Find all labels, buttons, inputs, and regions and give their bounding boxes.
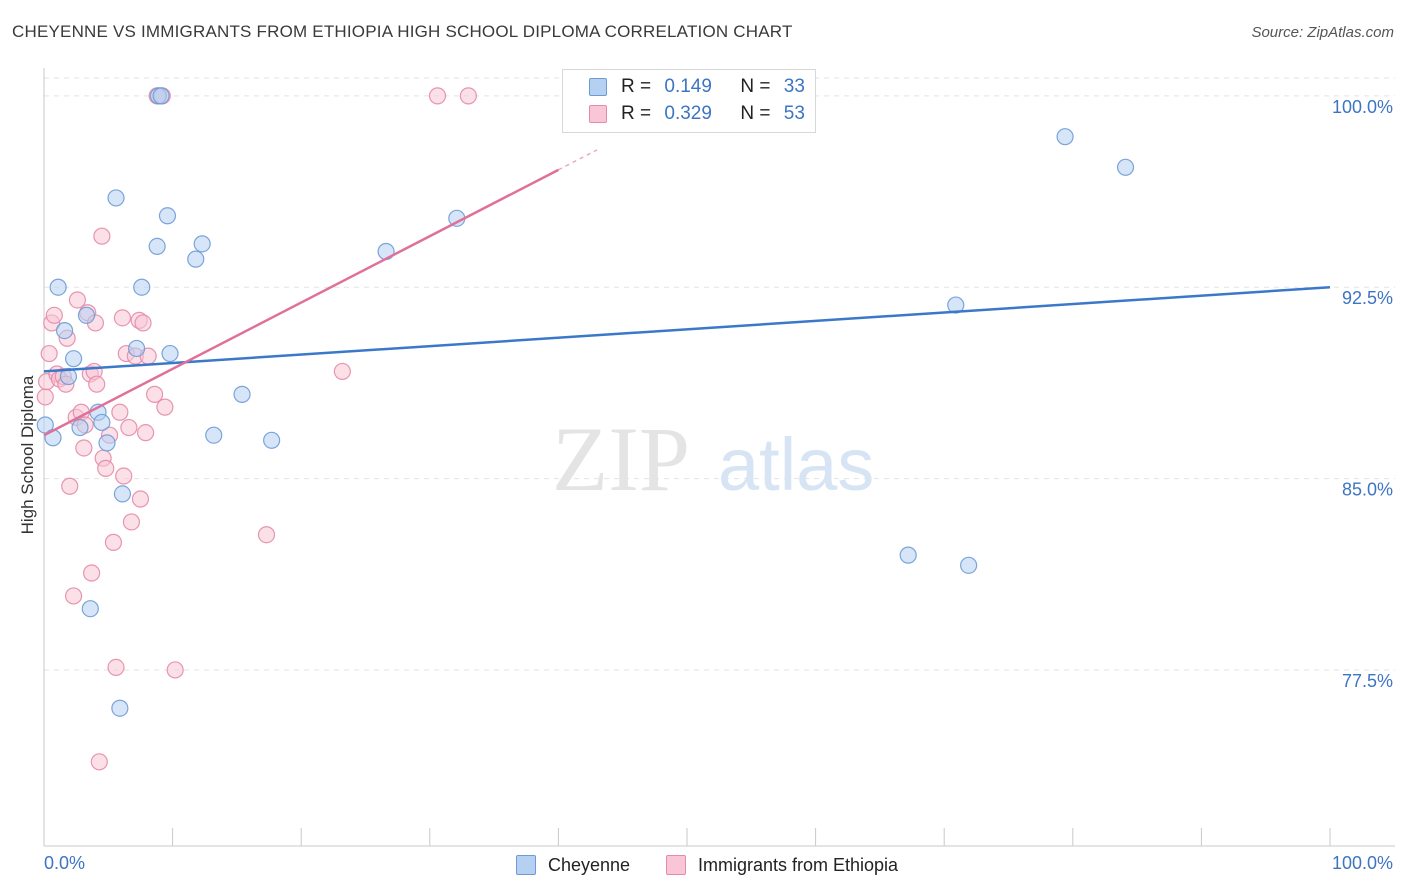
x-tick-label-start: 0.0% <box>44 853 85 873</box>
cheyenne-point <box>113 485 132 503</box>
cheyenne-point <box>71 418 89 437</box>
cheyenne-point <box>64 350 83 368</box>
r-label: R = <box>621 103 652 124</box>
cheyenne-point <box>36 416 54 434</box>
ethiopia-point <box>156 398 174 416</box>
ethiopia-point <box>93 227 111 245</box>
ethiopia-point <box>64 587 83 605</box>
ethiopia-legend-label: Immigrants from Ethiopia <box>698 854 899 875</box>
ethiopia-legend-swatch <box>666 855 686 875</box>
correlation-legend: R = 0.149 N = 33 R = 0.329 N = 53 <box>562 69 816 133</box>
ethiopia-trend-extension <box>558 149 598 171</box>
y-tick-label: 77.5% <box>1342 671 1393 691</box>
ethiopia-point <box>97 459 115 477</box>
watermark-atlas: atlas <box>718 423 874 506</box>
cheyenne-point <box>148 237 166 255</box>
cheyenne-point <box>161 344 179 363</box>
ethiopia-point <box>134 314 152 332</box>
ethiopia-point <box>145 385 164 403</box>
ethiopia-point <box>111 403 129 421</box>
cheyenne-swatch <box>589 78 607 96</box>
watermark-zip: ZIP <box>552 408 690 510</box>
y-axis-label: High School Diploma <box>18 375 37 535</box>
series-cheyenne-points <box>36 87 1135 717</box>
x-tick-label-end: 100.0% <box>1332 853 1393 873</box>
cheyenne-point <box>233 385 251 403</box>
cheyenne-point <box>93 413 111 432</box>
ethiopia-point <box>61 477 79 495</box>
cheyenne-point <box>193 235 211 253</box>
cheyenne-point <box>133 278 151 296</box>
cheyenne-point <box>98 434 116 452</box>
ethiopia-point <box>68 291 87 309</box>
ethiopia-point <box>333 362 351 381</box>
ethiopia-point <box>122 513 141 531</box>
cheyenne-point <box>947 296 965 314</box>
cheyenne-trend-line <box>43 285 1331 373</box>
cheyenne-point <box>899 546 917 564</box>
watermark: ZIP atlas <box>552 408 874 510</box>
n-value-cheyenne: 33 <box>783 76 805 97</box>
ethiopia-point <box>113 309 132 327</box>
y-tick-label: 85.0% <box>1342 480 1393 500</box>
n-value-ethiopia: 53 <box>783 103 805 124</box>
ethiopia-point <box>90 753 108 771</box>
cheyenne-legend-label: Cheyenne <box>548 854 631 875</box>
ethiopia-point <box>131 490 150 508</box>
y-tick-label: 100.0% <box>1332 97 1393 117</box>
cheyenne-point <box>158 207 177 225</box>
cheyenne-point <box>77 306 96 324</box>
ethiopia-point <box>36 388 54 406</box>
ethiopia-point <box>257 526 276 544</box>
ethiopia-point <box>75 439 93 457</box>
chart-title: CHEYENNE VS IMMIGRANTS FROM ETHIOPIA HIG… <box>12 22 793 41</box>
legend-row-cheyenne: R = 0.149 N = 33 <box>563 74 805 100</box>
r-value-ethiopia: 0.329 <box>664 103 712 124</box>
legend-item-ethiopia[interactable]: Immigrants from Ethiopia <box>666 852 898 878</box>
ethiopia-point <box>40 344 58 363</box>
cheyenne-point <box>187 250 205 268</box>
n-label: N = <box>740 103 771 124</box>
cheyenne-legend-swatch <box>516 855 536 875</box>
ethiopia-point <box>166 661 184 679</box>
legend-item-cheyenne[interactable]: Cheyenne <box>516 852 630 878</box>
cheyenne-point <box>127 339 146 358</box>
cheyenne-point <box>1056 128 1074 146</box>
ethiopia-point <box>45 306 63 324</box>
ethiopia-swatch <box>589 105 607 123</box>
cheyenne-point <box>81 600 99 618</box>
ethiopia-point <box>120 418 138 437</box>
chart-source: Source: ZipAtlas.com <box>1251 24 1394 41</box>
y-tick-label: 92.5% <box>1342 288 1393 308</box>
ethiopia-point <box>82 564 101 582</box>
trend-lines <box>43 149 1331 437</box>
cheyenne-point <box>263 431 281 449</box>
cheyenne-point <box>152 87 170 105</box>
ethiopia-point <box>104 533 123 551</box>
cheyenne-point <box>111 699 129 717</box>
r-label: R = <box>621 76 652 97</box>
cheyenne-point <box>107 189 125 207</box>
axes <box>43 68 1395 847</box>
ethiopia-point <box>428 87 447 105</box>
cheyenne-point <box>59 367 78 386</box>
cheyenne-point <box>55 321 74 340</box>
n-label: N = <box>740 76 771 97</box>
cheyenne-point <box>960 556 978 574</box>
cheyenne-point <box>1116 158 1135 176</box>
legend-row-ethiopia: R = 0.329 N = 53 <box>563 101 805 127</box>
ethiopia-point <box>459 87 477 105</box>
cheyenne-point <box>49 278 67 296</box>
cheyenne-point <box>205 426 223 444</box>
ethiopia-point <box>88 375 106 393</box>
tick-labels: 100.0% 92.5% 85.0% 77.5% 0.0% 100.0% <box>44 97 1393 873</box>
ethiopia-point <box>136 424 155 442</box>
r-value-cheyenne: 0.149 <box>664 76 712 97</box>
ethiopia-point <box>115 467 133 485</box>
ethiopia-trend-line <box>43 168 559 437</box>
ethiopia-point <box>107 658 125 676</box>
gridlines <box>44 77 1395 671</box>
